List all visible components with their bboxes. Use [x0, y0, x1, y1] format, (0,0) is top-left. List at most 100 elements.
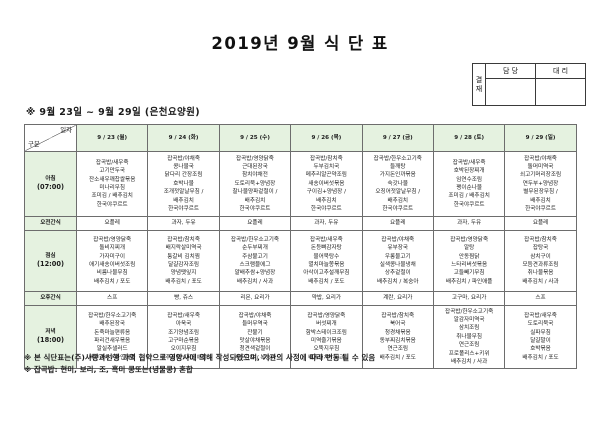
menu-item: 조기양념조림 [168, 329, 200, 336]
menu-item: 잡곡밥/참치죽 [524, 236, 557, 243]
menu-item: 멸치마늘쫑볶음 [308, 262, 345, 268]
menu-cell-morning_snack-3: 과자, 두유 [290, 216, 363, 231]
menu-cell-breakfast-2: 잡곡밥/영양닭죽 근대된장국 참치야채전 도토리묵+양념장 찰나물양파겉절이 / 배추김치… [218, 151, 292, 217]
menu-item: 달걀감자조림 [168, 262, 200, 268]
menu-item: 호박된장찌개 [453, 168, 485, 175]
menu-item: 임연수조림 [456, 176, 483, 183]
menu-cell-dinner-4: 잡곡밥/참치죽 북어국 청경채볶음 동부찌김치볶음 연근조림 배추김치 / 포도 [361, 305, 434, 369]
approval-signature-cell-0[interactable] [485, 78, 536, 106]
menu-item: 느타리버섯볶음 [451, 262, 488, 268]
menu-item: 돌비지찌개 [99, 245, 126, 252]
menu-item: 팽이순나물 [456, 185, 483, 191]
table-row-dinner: 저녁 (18:00) 잡곡밥/한우소고기죽 배추된장국 돈죽마늘편류음 파리건새우볶음 알실… [24, 305, 577, 369]
menu-cell-lunch-1: 잡곡밥/참치죽 배지락살미역국 퉁갈비 김치찜 달걀감자조림 양념뗏잎지 배추김치 / 포… [147, 230, 220, 292]
menu-item: 유부장국 [387, 245, 409, 252]
menu-item: 연두부+양념장 [522, 180, 559, 187]
menu-item: 잡곡밥/영양닭죽 [450, 236, 489, 243]
approval-label: 결 재 [472, 63, 486, 106]
menu-item: 별무된장무침 / [523, 189, 558, 196]
menu-cell-morning_snack-4: 요플레 [361, 216, 434, 231]
menu-item: 잡곡밥/야채죽 [524, 155, 557, 162]
menu-cell-afternoon_snack-4: 계란, 요리가 [361, 291, 434, 306]
menu-item: 조미김 / 배추김치 [91, 193, 133, 200]
menu-item: 한국야쿠르트 [239, 205, 271, 212]
day-header-0: 9 / 23 (월) [75, 124, 149, 152]
menu-item: 잡곡밥/새우죽 [167, 312, 200, 319]
table-row-afternoon_snack: 오후간식 스프 빵, 쥬스 리몬, 요리가 약밥, 요리가 계란, 요리가 고구마, 요리가… [24, 291, 577, 306]
menu-item: 잡곡밥/야채죽 [167, 155, 200, 162]
menu-item: 한국야쿠르트 [453, 201, 485, 208]
menu-item: 양념뗏잎지 [170, 270, 197, 277]
day-header-2: 9 / 25 (수) [218, 124, 292, 152]
menu-cell-lunch-5: 잡곡밥/영양닭죽 알탕 안동찜닭 느타리버섯볶음 고들빼기무침 배추김치 / 파인애플 [432, 230, 506, 292]
menu-item: 오징어젓알날무침 / [375, 189, 421, 196]
row-label-name: 저녁 [45, 328, 56, 335]
meal-plan-body: 아침 (07:00) 잡곡밥/새우죽 고기만두국 잔소새우깨찹쌀볶음 미나리무침 조미김 /… [24, 151, 577, 369]
approval-label-line2: 재 [475, 84, 483, 93]
corner-label-date: 일자 [60, 126, 72, 134]
page-title: 2019년 9월 식 단 표 [211, 34, 389, 53]
menu-item: 잡곡밥/새우죽 [309, 236, 343, 243]
menu-item: 알탕 [464, 245, 475, 252]
menu-cell-dinner-2: 잡곡밥/야채죽 들머무역국 잔불기 맛살야채볶음 청견색겉절이 배추김치 / 복숭아 [218, 305, 292, 369]
menu-item: 달걀말이 [530, 338, 551, 344]
menu-item: 두부김치국 [313, 164, 340, 171]
menu-cell-morning_snack-1: 과자, 두유 [147, 216, 220, 231]
menu-item: 조미김 / 배추김치 [448, 193, 490, 200]
menu-item: 미역줄기볶음 [310, 338, 342, 344]
menu-item: 배추김치 [530, 197, 551, 204]
menu-item: 잡곡밥/한우소고기죽 [88, 312, 137, 319]
menu-item: 조개젓알날무침 / [163, 189, 204, 196]
table-row-morning_snack: 오전간식 요플레 과자, 두유 요플레 과자, 두유 요플레 과자, 두유 요플레 [24, 216, 577, 231]
menu-cell-dinner-1: 잡곡밥/새우죽 아욱국 조기양념조림 고구마순볶음 오이지무침 배추김치 / 파인애플 [147, 305, 220, 369]
menu-item: 함박스테이크조림 [305, 329, 347, 336]
menu-item: 배추김치 / 파인애플 [160, 354, 207, 361]
menu-cell-morning_snack-5: 과자, 두유 [432, 216, 506, 231]
menu-item: 잡곡밥/한우소고기죽 [373, 155, 422, 162]
table-row-breakfast: 아침 (07:00) 잡곡밥/새우죽 고기만두국 잔소새우깨찹쌀볶음 미나리무침 조미김 /… [24, 151, 577, 217]
menu-item: 호박볶음 [530, 346, 551, 353]
menu-item: 도토리묵+양념장 [234, 180, 276, 187]
date-range-note: ※ 9월 23일 ~ 9월 29일 (은천요양원) [26, 107, 201, 118]
approval-signature-cell-1[interactable] [535, 78, 586, 106]
row-label-name: 아침 [45, 175, 56, 182]
menu-item: 배추김치 / 사과 [236, 278, 274, 285]
menu-cell-afternoon_snack-0: 스프 [75, 291, 149, 306]
menu-cell-breakfast-1: 잡곡밥/야채죽 콩나물국 닭다리 간장조림 호박나물 조개젓알날무침 / 배추김치 한국야쿠… [147, 151, 220, 217]
menu-item: 주삼불고기 [242, 253, 268, 260]
table-row-lunch: 점심 (12:00) 잡곡밥/영양닭죽 돌비지찌개 가자미구이 애기새송이버섯조림 비름나물… [24, 230, 577, 292]
menu-cell-dinner-3: 잡곡밥/영양닭죽 버섯찌개 함박스테이크조림 미역줄기볶음 오뚝지무침 배추김치 / 사과 [290, 305, 363, 369]
menu-item: 구이김+양념장 / [306, 189, 346, 196]
row-label-lunch: 점심 (12:00) [24, 230, 77, 292]
menu-item: 아욱국 [175, 321, 192, 328]
menu-item: 잡곡밥/한우소고기죽 [230, 236, 280, 243]
menu-item: 근대된장국 [242, 164, 268, 171]
footnotes: ※ 본 식단표는(주)사랑과선행 과의 협약으로 영양사에 의해 작성되었으며,… [24, 352, 584, 376]
approval-box: 결 재 담 당 대 리 [472, 63, 586, 106]
menu-item: 닭다리 간장조림 [164, 172, 203, 179]
corner-label-category: 구분 [28, 140, 40, 149]
menu-item: 얄배추쌈+양념장 [234, 270, 276, 277]
menu-item: 알감자미역국 [453, 317, 485, 324]
menu-item: 잡곡밥/새우죽 [452, 159, 486, 166]
menu-cell-afternoon_snack-6: 스프 [504, 291, 577, 306]
approval-column-header-0: 담 당 [485, 63, 536, 79]
menu-item: 배추김치 / 파인애플 [445, 278, 493, 285]
menu-item: 배추김치 / 포도 [308, 278, 345, 285]
approval-column-header-1: 대 리 [535, 63, 586, 79]
menu-item: 배추김치 [387, 197, 409, 204]
menu-item: 호박나물 [173, 180, 194, 187]
menu-item: 잡곡밥/참치죽 [309, 155, 343, 162]
menu-item: 삼치조림 [458, 325, 480, 332]
menu-item: 배추김치 / 사과 [308, 354, 345, 361]
menu-item: 들머무역국 [242, 321, 268, 328]
menu-cell-lunch-3: 잡곡밥/새우죽 돈등뼈감자탕 물어묵탕수 멸치마늘쫑볶음 아삭이고추설깨무침 배추김치 /… [290, 230, 363, 292]
menu-cell-lunch-0: 잡곡밥/영양닭죽 돌비지찌개 가자미구이 애기새송이버섯조림 비름나물무침 배추김치 / … [75, 230, 149, 292]
menu-item: 오뚝지무침 [313, 346, 340, 353]
menu-item: 돈등뼈감자탕 [310, 245, 342, 252]
menu-item: 한국야쿠르트 [168, 205, 200, 212]
menu-cell-morning_snack-6: 요플레 [504, 216, 577, 231]
menu-item: 잔불기 [247, 329, 263, 336]
